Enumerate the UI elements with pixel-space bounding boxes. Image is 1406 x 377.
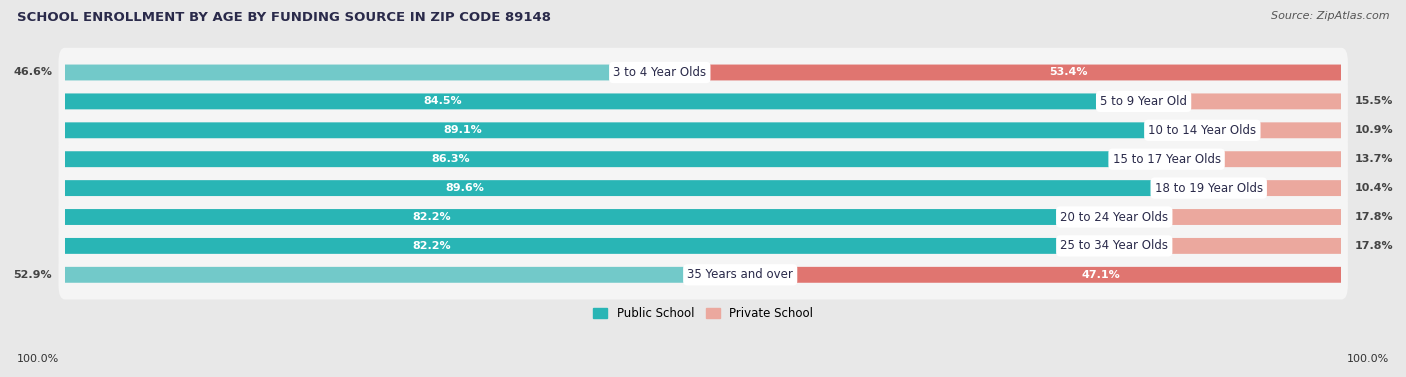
- FancyBboxPatch shape: [65, 209, 1114, 225]
- FancyBboxPatch shape: [1209, 180, 1341, 196]
- Text: 10.9%: 10.9%: [1354, 125, 1393, 135]
- Text: 10 to 14 Year Olds: 10 to 14 Year Olds: [1149, 124, 1257, 137]
- Text: 46.6%: 46.6%: [13, 67, 52, 78]
- Text: 5 to 9 Year Old: 5 to 9 Year Old: [1099, 95, 1187, 108]
- FancyBboxPatch shape: [59, 221, 1348, 271]
- Text: 35 Years and over: 35 Years and over: [688, 268, 793, 281]
- Text: 100.0%: 100.0%: [17, 354, 59, 364]
- FancyBboxPatch shape: [1114, 238, 1341, 254]
- Text: 17.8%: 17.8%: [1354, 212, 1393, 222]
- Text: 52.9%: 52.9%: [14, 270, 52, 280]
- FancyBboxPatch shape: [659, 64, 1341, 80]
- Text: 17.8%: 17.8%: [1354, 241, 1393, 251]
- Text: 100.0%: 100.0%: [1347, 354, 1389, 364]
- FancyBboxPatch shape: [65, 180, 1209, 196]
- FancyBboxPatch shape: [65, 267, 740, 283]
- FancyBboxPatch shape: [59, 135, 1348, 184]
- Text: 18 to 19 Year Olds: 18 to 19 Year Olds: [1154, 182, 1263, 195]
- FancyBboxPatch shape: [59, 77, 1348, 126]
- Text: 82.2%: 82.2%: [413, 212, 451, 222]
- Text: 13.7%: 13.7%: [1354, 154, 1393, 164]
- FancyBboxPatch shape: [65, 64, 659, 80]
- FancyBboxPatch shape: [1202, 123, 1341, 138]
- FancyBboxPatch shape: [59, 106, 1348, 155]
- Text: 20 to 24 Year Olds: 20 to 24 Year Olds: [1060, 210, 1168, 224]
- FancyBboxPatch shape: [1143, 93, 1341, 109]
- FancyBboxPatch shape: [65, 93, 1143, 109]
- FancyBboxPatch shape: [65, 151, 1167, 167]
- Text: 10.4%: 10.4%: [1354, 183, 1393, 193]
- Text: 86.3%: 86.3%: [432, 154, 470, 164]
- Text: 84.5%: 84.5%: [423, 97, 461, 106]
- Text: Source: ZipAtlas.com: Source: ZipAtlas.com: [1271, 11, 1389, 21]
- Text: 15.5%: 15.5%: [1354, 97, 1392, 106]
- FancyBboxPatch shape: [59, 250, 1348, 299]
- Text: 82.2%: 82.2%: [413, 241, 451, 251]
- FancyBboxPatch shape: [59, 48, 1348, 97]
- Text: 89.6%: 89.6%: [446, 183, 485, 193]
- FancyBboxPatch shape: [1114, 209, 1341, 225]
- FancyBboxPatch shape: [59, 163, 1348, 213]
- FancyBboxPatch shape: [65, 238, 1114, 254]
- Text: 25 to 34 Year Olds: 25 to 34 Year Olds: [1060, 239, 1168, 253]
- Text: 53.4%: 53.4%: [1049, 67, 1088, 78]
- FancyBboxPatch shape: [740, 267, 1341, 283]
- FancyBboxPatch shape: [1167, 151, 1341, 167]
- FancyBboxPatch shape: [59, 192, 1348, 242]
- Legend: Public School, Private School: Public School, Private School: [588, 302, 818, 325]
- Text: 47.1%: 47.1%: [1081, 270, 1121, 280]
- Text: 15 to 17 Year Olds: 15 to 17 Year Olds: [1112, 153, 1220, 166]
- Text: 3 to 4 Year Olds: 3 to 4 Year Olds: [613, 66, 706, 79]
- FancyBboxPatch shape: [65, 123, 1202, 138]
- Text: 89.1%: 89.1%: [444, 125, 482, 135]
- Text: SCHOOL ENROLLMENT BY AGE BY FUNDING SOURCE IN ZIP CODE 89148: SCHOOL ENROLLMENT BY AGE BY FUNDING SOUR…: [17, 11, 551, 24]
